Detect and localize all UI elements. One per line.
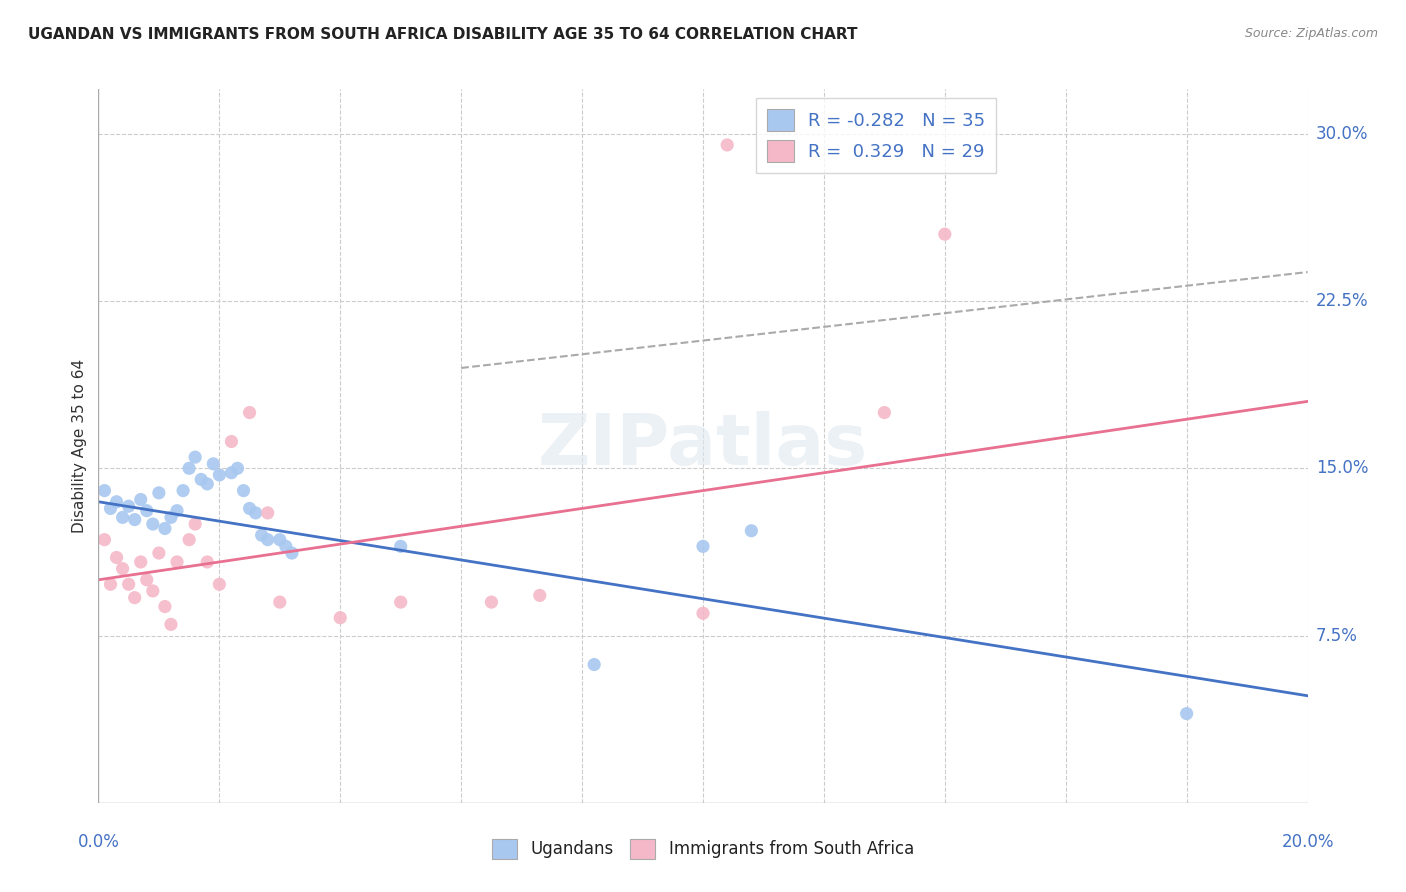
Point bbox=[274, 539, 297, 553]
Text: Source: ZipAtlas.com: Source: ZipAtlas.com bbox=[1244, 27, 1378, 40]
Point bbox=[281, 546, 304, 560]
Point bbox=[250, 528, 273, 542]
Point bbox=[160, 617, 183, 632]
Point bbox=[184, 450, 207, 465]
Text: 30.0%: 30.0% bbox=[1316, 125, 1368, 143]
Point bbox=[873, 405, 896, 420]
Point bbox=[269, 533, 291, 547]
Point bbox=[172, 483, 194, 498]
Text: 7.5%: 7.5% bbox=[1316, 626, 1358, 645]
Point bbox=[256, 506, 278, 520]
Point bbox=[135, 503, 157, 517]
Point bbox=[93, 483, 115, 498]
Point bbox=[142, 517, 165, 532]
Point bbox=[740, 524, 762, 538]
Text: 15.0%: 15.0% bbox=[1316, 459, 1368, 477]
Point bbox=[166, 555, 188, 569]
Point bbox=[105, 550, 128, 565]
Point bbox=[269, 595, 291, 609]
Point bbox=[124, 512, 146, 526]
Point bbox=[111, 510, 134, 524]
Point bbox=[221, 434, 243, 449]
Point bbox=[481, 595, 503, 609]
Point bbox=[184, 517, 207, 532]
Text: UGANDAN VS IMMIGRANTS FROM SOUTH AFRICA DISABILITY AGE 35 TO 64 CORRELATION CHAR: UGANDAN VS IMMIGRANTS FROM SOUTH AFRICA … bbox=[28, 27, 858, 42]
Point bbox=[160, 510, 183, 524]
Point bbox=[153, 599, 176, 614]
Point bbox=[118, 577, 141, 591]
Point bbox=[232, 483, 254, 498]
Point bbox=[100, 501, 122, 516]
Point bbox=[239, 405, 262, 420]
Point bbox=[389, 595, 412, 609]
Point bbox=[692, 607, 714, 621]
Point bbox=[100, 577, 122, 591]
Point bbox=[148, 546, 170, 560]
Point bbox=[166, 503, 188, 517]
Point bbox=[129, 555, 152, 569]
Point bbox=[124, 591, 146, 605]
Point bbox=[118, 500, 141, 514]
Point bbox=[148, 485, 170, 500]
Text: 0.0%: 0.0% bbox=[77, 833, 120, 851]
Point bbox=[256, 533, 278, 547]
Point bbox=[177, 461, 201, 475]
Point bbox=[153, 521, 176, 535]
Point bbox=[135, 573, 157, 587]
Point bbox=[934, 227, 956, 241]
Point bbox=[245, 506, 267, 520]
Point bbox=[190, 473, 212, 487]
Point bbox=[195, 476, 218, 491]
Point bbox=[202, 457, 225, 471]
Text: 20.0%: 20.0% bbox=[1281, 833, 1334, 851]
Text: ZIPatlas: ZIPatlas bbox=[538, 411, 868, 481]
Point bbox=[1175, 706, 1198, 721]
Point bbox=[142, 583, 165, 598]
Point bbox=[208, 467, 231, 482]
Point bbox=[111, 562, 134, 576]
Point bbox=[583, 657, 606, 672]
Point bbox=[529, 589, 551, 603]
Point bbox=[93, 533, 115, 547]
Point bbox=[221, 466, 243, 480]
Point bbox=[226, 461, 249, 475]
Point bbox=[692, 539, 714, 553]
Point bbox=[208, 577, 231, 591]
Point bbox=[195, 555, 218, 569]
Point bbox=[105, 494, 128, 508]
Point bbox=[239, 501, 262, 516]
Point bbox=[389, 539, 412, 553]
Y-axis label: Disability Age 35 to 64: Disability Age 35 to 64 bbox=[72, 359, 87, 533]
Point bbox=[129, 492, 152, 507]
Point bbox=[329, 610, 352, 624]
Text: 22.5%: 22.5% bbox=[1316, 292, 1368, 310]
Legend: Ugandans, Immigrants from South Africa: Ugandans, Immigrants from South Africa bbox=[485, 832, 921, 866]
Point bbox=[716, 138, 738, 153]
Point bbox=[177, 533, 201, 547]
